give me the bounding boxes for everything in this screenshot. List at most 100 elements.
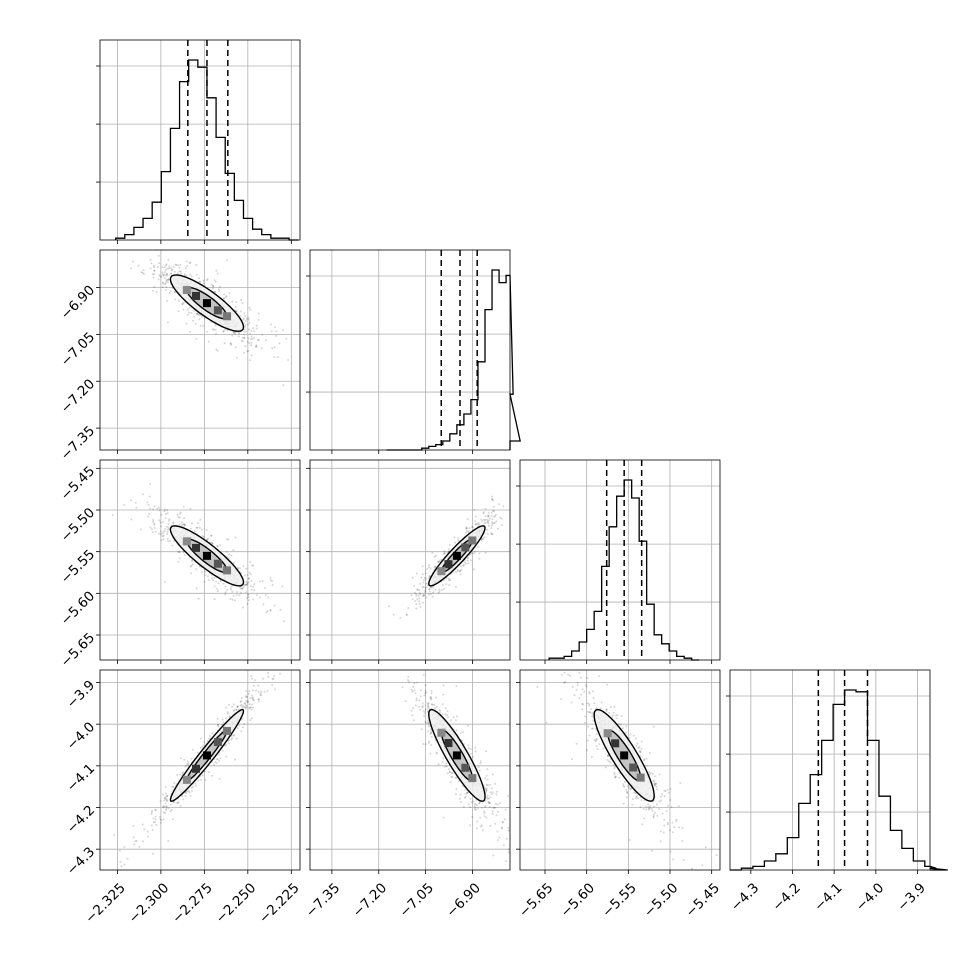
scatter-point [629, 733, 632, 736]
scatter-point [422, 743, 425, 745]
scatter-point [232, 734, 235, 737]
scatter-point [155, 823, 158, 826]
scatter-point [207, 575, 209, 578]
scatter-point [154, 821, 157, 824]
scatter-point [480, 824, 483, 827]
scatter-point [434, 554, 437, 557]
scatter-point [487, 801, 490, 803]
scatter-point [166, 794, 169, 797]
scatter-point [161, 286, 164, 288]
scatter-point [240, 700, 243, 703]
scatter-point [215, 332, 217, 335]
scatter-point [682, 859, 685, 861]
scatter-point [560, 698, 563, 701]
scatter-point [469, 752, 472, 755]
scatter-point [433, 703, 436, 706]
scatter-point [150, 824, 153, 827]
scatter-point [173, 801, 176, 804]
scatter-point [272, 677, 275, 680]
scatter-point [174, 291, 177, 294]
scatter-point [604, 766, 607, 769]
scatter-point [663, 824, 666, 827]
scatter-point [251, 337, 254, 340]
scatter-point [149, 267, 152, 270]
scatter-point [433, 566, 436, 569]
scatter-point [429, 590, 432, 593]
scatter-point [230, 585, 233, 588]
scatter-point [652, 816, 655, 819]
scatter-point [239, 310, 242, 313]
scatter-point [478, 802, 481, 805]
scatter-point [216, 544, 219, 547]
scatter-point [226, 711, 229, 714]
density-block [468, 536, 477, 545]
scatter-point [600, 701, 603, 704]
scatter-point [413, 689, 416, 692]
scatter-point [243, 333, 246, 336]
scatter-point [165, 264, 167, 267]
scatter-point [153, 272, 156, 275]
scatter-point [239, 700, 242, 703]
scatter-point [143, 828, 146, 831]
scatter-point [422, 673, 425, 676]
scatter-point [199, 746, 202, 749]
scatter-point [204, 570, 207, 573]
scatter-point [185, 792, 188, 795]
scatter-point [240, 587, 243, 590]
scatter-point [489, 791, 492, 794]
scatter-point [459, 793, 462, 796]
scatter-point [231, 590, 234, 593]
scatter-point [489, 824, 492, 827]
scatter-point [164, 812, 167, 815]
scatter-point [242, 726, 244, 729]
scatter-point [176, 801, 179, 804]
scatter-point [152, 817, 155, 820]
density-block [192, 543, 200, 552]
scatter-point [459, 570, 462, 573]
scatter-point [195, 313, 198, 315]
scatter-point [476, 827, 479, 830]
scatter-point [248, 306, 251, 309]
scatter-point [248, 571, 251, 574]
scatter-point [653, 784, 656, 787]
scatter-point [466, 791, 469, 794]
scatter-point [427, 703, 430, 706]
scatter-point [228, 715, 231, 718]
scatter-point [154, 818, 157, 821]
scatter-point [437, 763, 440, 766]
scatter-point [182, 798, 185, 801]
scatter-point [661, 812, 664, 815]
scatter-point [479, 762, 482, 765]
scatter-point [160, 513, 163, 516]
scatter-point [606, 683, 609, 686]
scatter-point [258, 596, 261, 599]
scatter-point [605, 710, 608, 713]
scatter-point [478, 523, 481, 526]
scatter-point [249, 696, 252, 699]
scatter-point [269, 576, 272, 579]
scatter-point [173, 270, 176, 273]
scatter-point [171, 785, 174, 788]
scatter-point [192, 309, 195, 312]
scatter-point [615, 717, 618, 720]
scatter-point [243, 574, 246, 577]
scatter-point [150, 811, 153, 814]
scatter-point [181, 524, 183, 526]
scatter-point [424, 586, 427, 589]
scatter-point [166, 537, 169, 540]
scatter-point [264, 593, 267, 596]
scatter-point [245, 331, 247, 333]
scatter-point [132, 260, 134, 263]
scatter-point [173, 540, 176, 542]
scatter-point [422, 710, 425, 713]
scatter-point [166, 509, 169, 511]
density-block [452, 751, 461, 760]
scatter-point [484, 787, 487, 790]
scatter-point [422, 579, 425, 582]
scatter-point [227, 739, 230, 742]
x-tick-label: −5.50 [641, 880, 682, 921]
scatter-point [255, 327, 258, 330]
scatter-point [260, 694, 263, 697]
scatter-point [449, 770, 451, 773]
scatter-point [651, 772, 654, 775]
